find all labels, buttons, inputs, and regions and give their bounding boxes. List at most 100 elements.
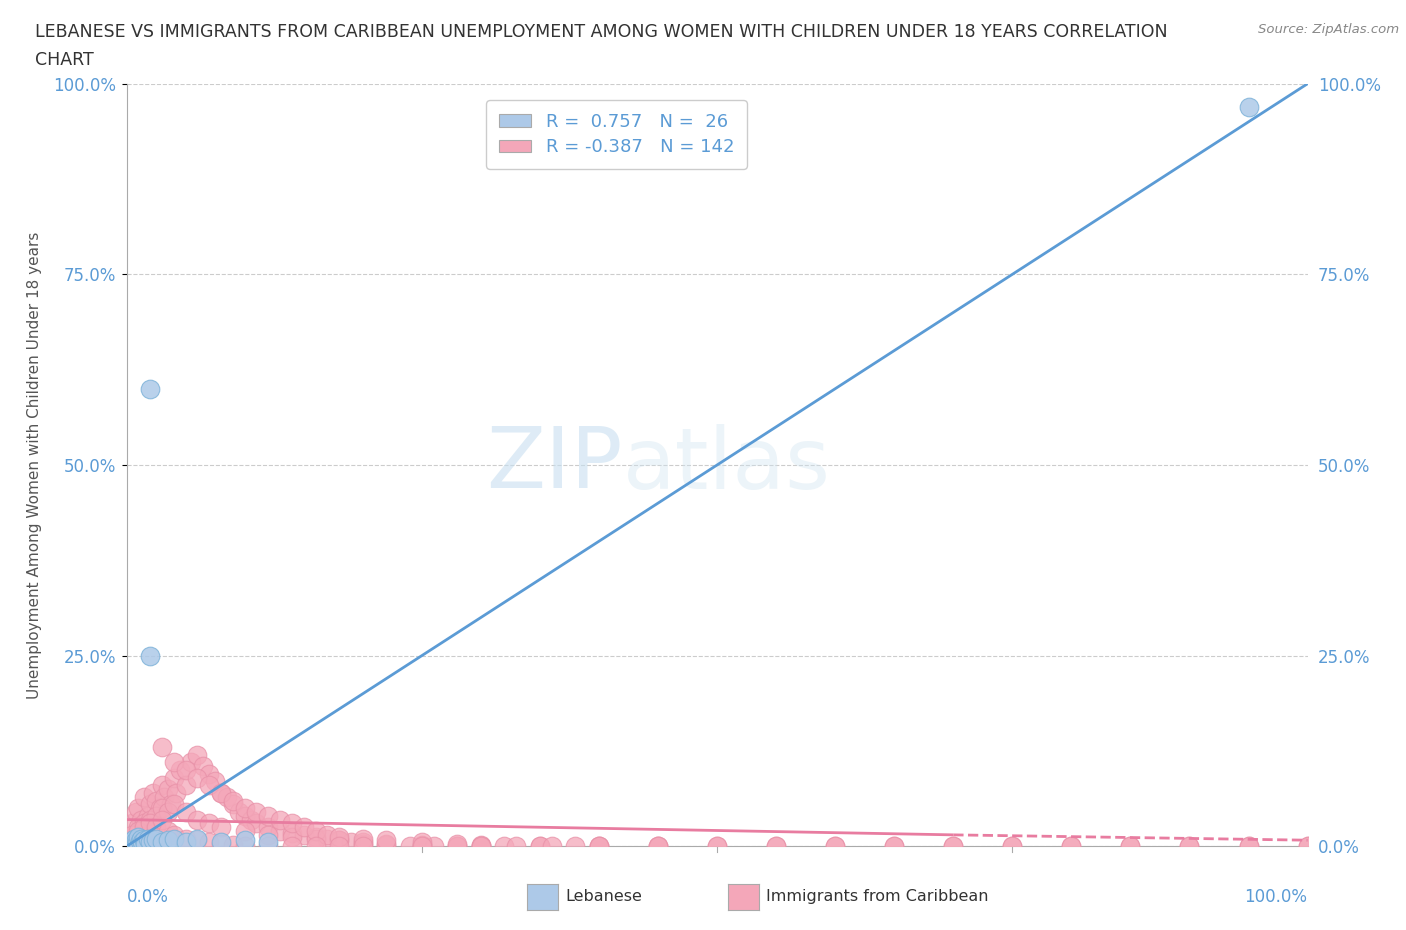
Point: [304, 839, 326, 854]
Point: [150, 835, 173, 850]
Point: [529, 839, 551, 854]
Text: atlas: atlas: [623, 423, 831, 507]
Point: [588, 839, 610, 854]
Point: [328, 839, 350, 854]
Point: [411, 835, 433, 850]
Point: [352, 839, 374, 854]
Point: [193, 759, 215, 774]
Point: [150, 801, 173, 816]
Point: [141, 832, 163, 847]
Point: [883, 839, 905, 854]
Point: [1296, 839, 1319, 854]
Point: [446, 838, 468, 853]
Point: [239, 812, 262, 827]
Point: [706, 839, 728, 854]
Point: [122, 831, 145, 846]
Point: [883, 839, 905, 854]
Point: [765, 839, 787, 854]
Point: [1001, 839, 1024, 854]
Point: [186, 832, 208, 847]
Point: [141, 786, 163, 801]
Point: [215, 790, 238, 804]
Point: [163, 828, 186, 843]
Point: [588, 839, 610, 854]
Point: [1178, 839, 1201, 854]
Text: 0.0%: 0.0%: [127, 888, 169, 906]
Point: [139, 797, 162, 812]
Point: [174, 831, 197, 846]
Point: [121, 828, 143, 843]
Point: [233, 808, 256, 823]
Point: [228, 804, 250, 819]
Point: [129, 812, 152, 827]
Point: [422, 839, 444, 854]
Point: [120, 835, 142, 850]
Point: [163, 797, 186, 812]
Point: [174, 804, 197, 819]
Text: Immigrants from Caribbean: Immigrants from Caribbean: [766, 889, 988, 904]
Point: [198, 835, 221, 850]
Point: [165, 786, 187, 801]
Point: [139, 812, 162, 827]
Point: [131, 835, 153, 850]
Point: [281, 825, 304, 840]
Point: [257, 820, 280, 835]
Point: [411, 837, 433, 852]
Point: [470, 839, 492, 854]
Point: [129, 831, 152, 846]
Point: [257, 808, 280, 823]
Point: [494, 839, 516, 854]
Point: [352, 837, 374, 852]
Point: [128, 833, 150, 848]
Point: [647, 839, 669, 854]
Point: [145, 820, 167, 835]
Point: [209, 820, 232, 835]
Point: [180, 755, 202, 770]
Point: [163, 755, 186, 770]
Legend: R =  0.757   N =  26, R = -0.387   N = 142: R = 0.757 N = 26, R = -0.387 N = 142: [486, 100, 747, 169]
Point: [121, 837, 143, 852]
Point: [1237, 100, 1260, 114]
Point: [1237, 839, 1260, 854]
Point: [470, 839, 492, 854]
Text: 100.0%: 100.0%: [1244, 888, 1308, 906]
Point: [281, 816, 304, 830]
Point: [198, 766, 221, 781]
Point: [127, 820, 149, 835]
Point: [470, 839, 492, 854]
Point: [209, 837, 232, 852]
Point: [269, 812, 291, 827]
Point: [942, 839, 965, 854]
Point: [824, 839, 846, 854]
Point: [145, 808, 167, 823]
Point: [316, 828, 339, 843]
Point: [647, 839, 669, 854]
Point: [765, 839, 787, 854]
Point: [375, 832, 398, 847]
Point: [150, 812, 173, 827]
Point: [304, 824, 326, 839]
Point: [186, 831, 208, 846]
Point: [209, 786, 232, 801]
Point: [340, 835, 363, 850]
Point: [399, 838, 422, 853]
Point: [233, 801, 256, 816]
Point: [505, 838, 527, 853]
Point: [125, 832, 148, 847]
Point: [160, 797, 183, 812]
Point: [222, 837, 245, 852]
Point: [470, 837, 492, 852]
Point: [174, 835, 197, 850]
Point: [149, 801, 172, 816]
Point: [186, 770, 208, 785]
Point: [127, 824, 149, 839]
Point: [233, 832, 256, 847]
Point: [163, 831, 186, 846]
Point: [540, 839, 562, 854]
Text: Source: ZipAtlas.com: Source: ZipAtlas.com: [1258, 23, 1399, 36]
Point: [529, 839, 551, 854]
Point: [233, 824, 256, 839]
Point: [269, 824, 291, 839]
Point: [163, 770, 186, 785]
Point: [139, 381, 162, 396]
